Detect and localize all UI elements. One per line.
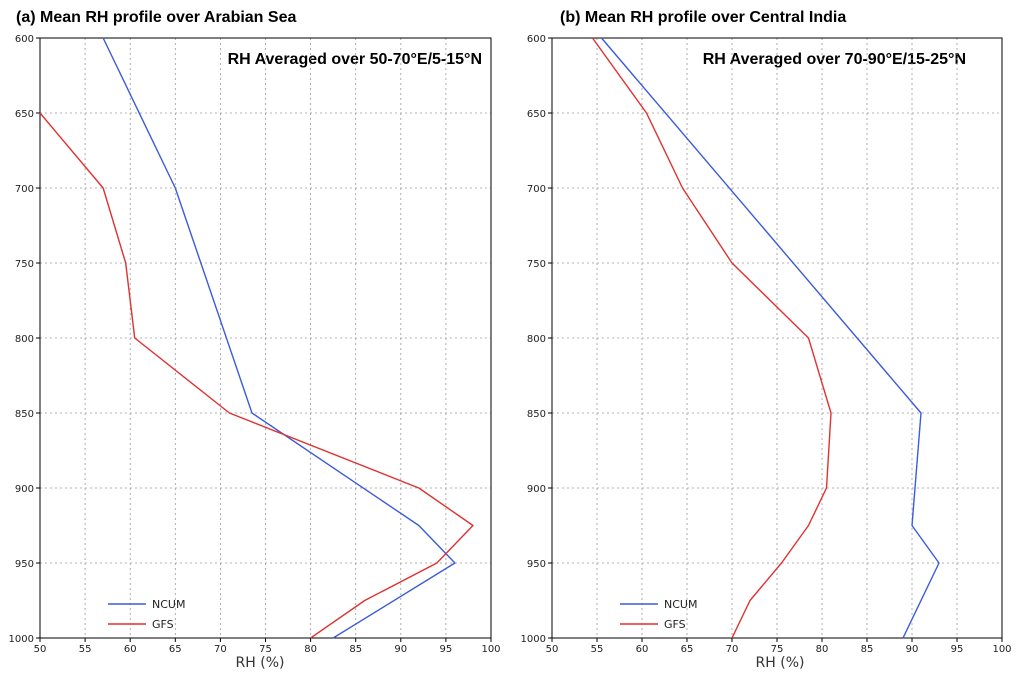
- y-tick-label: 850: [15, 409, 34, 420]
- x-tick-label: 95: [951, 644, 964, 655]
- y-tick-label: 900: [15, 484, 34, 495]
- x-tick-label: 50: [546, 644, 559, 655]
- panel-b-x-axis-label: RH (%): [756, 655, 805, 671]
- y-tick-label: 750: [527, 259, 546, 270]
- x-tick-label: 85: [861, 644, 874, 655]
- y-tick-label: 600: [527, 34, 546, 45]
- x-tick-label: 60: [636, 644, 649, 655]
- x-tick-label: 90: [394, 644, 407, 655]
- y-tick-label: 650: [15, 109, 34, 120]
- series-line-gfs: [39, 112, 474, 639]
- x-tick-label: 60: [124, 644, 137, 655]
- x-tick-label: 90: [906, 644, 919, 655]
- panel-a-title: (a) Mean RH profile over Arabian Sea: [16, 9, 296, 26]
- series-line-gfs: [591, 37, 832, 639]
- y-tick-label: 800: [15, 334, 34, 345]
- x-tick-label: 50: [34, 644, 47, 655]
- y-tick-label: 950: [527, 559, 546, 570]
- legend-label-ncum: NCUM: [152, 598, 185, 611]
- x-tick-label: 100: [992, 644, 1011, 655]
- x-tick-label: 80: [816, 644, 829, 655]
- x-tick-label: 75: [259, 644, 272, 655]
- legend-label-gfs: GFS: [152, 618, 174, 631]
- x-tick-label: 75: [771, 644, 784, 655]
- panel-b: (b) Mean RH profile over Central India R…: [521, 9, 1012, 671]
- y-tick-label: 650: [527, 109, 546, 120]
- y-tick-label: 700: [527, 184, 546, 195]
- x-tick-label: 70: [726, 644, 739, 655]
- panel-b-title: (b) Mean RH profile over Central India: [560, 9, 846, 26]
- y-tick-label: 950: [15, 559, 34, 570]
- x-tick-label: 70: [214, 644, 227, 655]
- y-tick-label: 1000: [521, 634, 546, 645]
- legend-label-gfs: GFS: [664, 618, 686, 631]
- x-tick-label: 95: [440, 644, 453, 655]
- y-tick-label: 900: [527, 484, 546, 495]
- panel-b-annotation: RH Averaged over 70-90°E/15-25°N: [703, 51, 966, 68]
- x-tick-label: 80: [304, 644, 317, 655]
- y-tick-label: 1000: [9, 634, 34, 645]
- y-tick-label: 600: [15, 34, 34, 45]
- x-tick-label: 65: [169, 644, 182, 655]
- series-line-ncum: [600, 37, 940, 639]
- y-tick-label: 750: [15, 259, 34, 270]
- x-tick-label: 55: [591, 644, 604, 655]
- y-tick-label: 700: [15, 184, 34, 195]
- x-tick-label: 85: [349, 644, 362, 655]
- panel-a-x-axis-label: RH (%): [236, 655, 285, 671]
- x-tick-label: 55: [79, 644, 92, 655]
- y-tick-label: 800: [527, 334, 546, 345]
- x-tick-label: 100: [481, 644, 500, 655]
- x-tick-label: 65: [681, 644, 694, 655]
- panel-a: (a) Mean RH profile over Arabian Sea RH …: [9, 9, 501, 671]
- legend-label-ncum: NCUM: [664, 598, 697, 611]
- y-tick-label: 850: [527, 409, 546, 420]
- panel-a-annotation: RH Averaged over 50-70°E/5-15°N: [228, 51, 482, 68]
- series-line-ncum: [102, 37, 456, 639]
